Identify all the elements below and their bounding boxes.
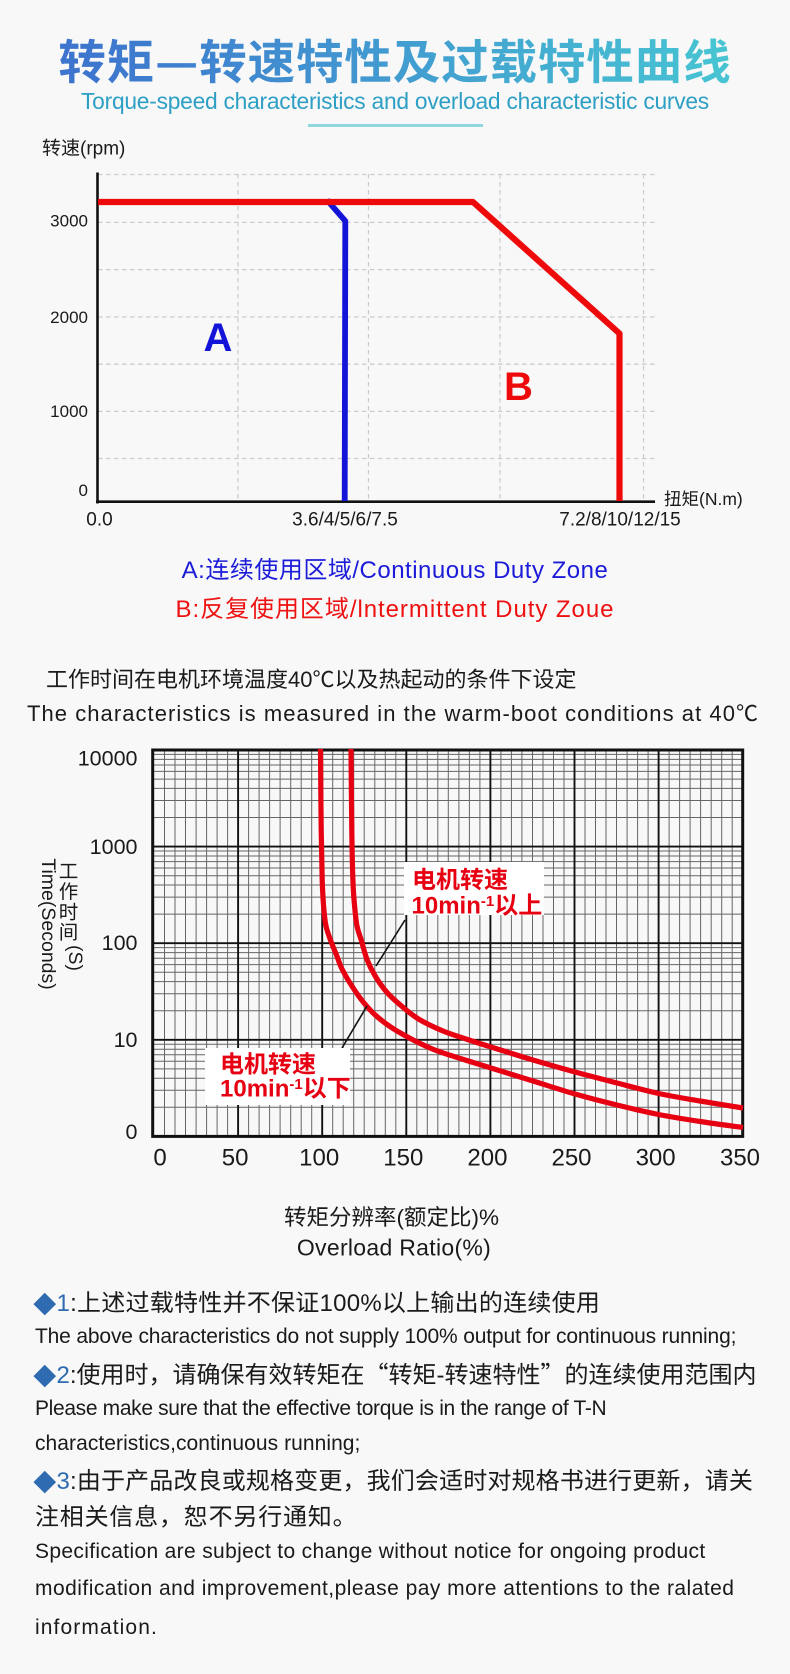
svg-text:100: 100 bbox=[299, 1145, 339, 1172]
svg-text:扭矩(N.m): 扭矩(N.m) bbox=[664, 486, 743, 511]
svg-text:100: 100 bbox=[102, 931, 138, 955]
svg-text:0: 0 bbox=[79, 481, 88, 500]
svg-text:Overload Ratio(%): Overload Ratio(%) bbox=[297, 1235, 491, 1261]
svg-text:10: 10 bbox=[114, 1028, 138, 1052]
svg-text:10000: 10000 bbox=[78, 747, 138, 771]
svg-text:200: 200 bbox=[467, 1145, 507, 1172]
svg-text:10min-1以上: 10min-1以上 bbox=[412, 886, 543, 921]
svg-text:7.2/8/10/12/15: 7.2/8/10/12/15 bbox=[559, 509, 681, 530]
svg-text:10min-1以下: 10min-1以下 bbox=[220, 1069, 351, 1104]
svg-text:间: 间 bbox=[59, 916, 79, 945]
svg-text:2000: 2000 bbox=[50, 308, 88, 327]
svg-text:时: 时 bbox=[59, 896, 79, 925]
svg-text:A: A bbox=[204, 316, 233, 360]
svg-text:电机转速: 电机转速 bbox=[412, 860, 508, 895]
svg-text:3.6/4/5/6/7.5: 3.6/4/5/6/7.5 bbox=[292, 509, 398, 530]
svg-text:电机转速: 电机转速 bbox=[220, 1044, 316, 1079]
svg-text:转矩分辨率(额定比)%: 转矩分辨率(额定比)% bbox=[284, 1200, 499, 1232]
svg-text:(S): (S) bbox=[64, 945, 86, 971]
svg-text:1000: 1000 bbox=[90, 835, 138, 859]
svg-text:250: 250 bbox=[551, 1145, 591, 1172]
svg-text:50: 50 bbox=[222, 1145, 249, 1172]
svg-text:工: 工 bbox=[59, 855, 79, 884]
svg-text:0.0: 0.0 bbox=[86, 509, 112, 530]
svg-text:作: 作 bbox=[59, 875, 79, 904]
svg-text:Time(Seconds): Time(Seconds) bbox=[37, 858, 59, 989]
svg-text:0: 0 bbox=[153, 1145, 166, 1172]
svg-text:0: 0 bbox=[126, 1120, 138, 1144]
svg-text:350: 350 bbox=[720, 1145, 760, 1172]
svg-text:300: 300 bbox=[636, 1145, 676, 1172]
svg-text:B: B bbox=[504, 365, 533, 409]
svg-text:3000: 3000 bbox=[50, 212, 88, 231]
svg-text:150: 150 bbox=[383, 1145, 423, 1172]
svg-text:转速(rpm): 转速(rpm) bbox=[42, 134, 125, 161]
svg-text:1000: 1000 bbox=[50, 402, 88, 421]
